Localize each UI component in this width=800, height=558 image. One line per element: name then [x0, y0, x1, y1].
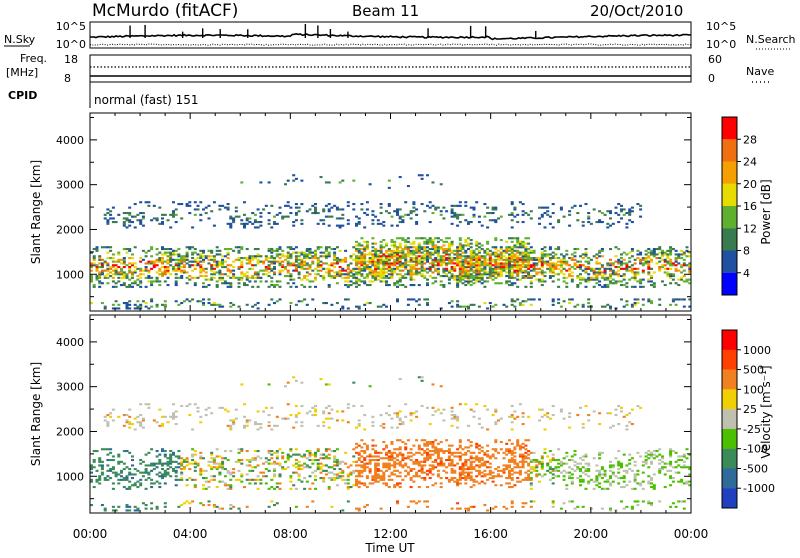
y-tick-label: 4000 — [56, 134, 84, 147]
velocity-colorbar-label: Velocity [m s⁻¹] — [759, 365, 773, 458]
power-scatter-cells — [90, 174, 691, 309]
y-tick-label: 1000 — [56, 268, 84, 281]
power-colorbar-tick: 12 — [743, 222, 757, 235]
y-tick-label: 2000 — [56, 223, 84, 236]
y-tick-label: 3000 — [56, 381, 84, 394]
nsearch-line — [90, 44, 691, 45]
x-tick-label: 08:00 — [273, 527, 308, 541]
x-axis-label: Time UT — [364, 541, 415, 554]
velocity-colorbar-tick: 1000 — [743, 344, 771, 357]
nsky-panel — [90, 22, 691, 48]
velocity-ylabel: Slant Range [km] — [29, 362, 43, 466]
nsearch-tick-top: 10^5 — [706, 20, 736, 33]
freq-tick-bottom: 8 — [64, 72, 71, 85]
power-ylabel: Slant Range [km] — [29, 160, 43, 264]
freq-tick-top: 18 — [64, 53, 78, 66]
freq-unit: [MHz] — [6, 66, 38, 79]
nave-tick-top: 60 — [708, 53, 722, 66]
x-tick-label: 16:00 — [473, 527, 508, 541]
nsky-line — [90, 34, 691, 40]
cpid-label: CPID — [8, 89, 37, 102]
velocity-colorbar-tick: -1000 — [743, 482, 775, 495]
y-tick-label: 2000 — [56, 425, 84, 438]
nsearch-label: N.Search — [746, 33, 796, 46]
power-panel: 1000 2000 3000 4000 — [56, 113, 691, 311]
power-colorbar-tick: 24 — [743, 156, 757, 169]
x-tick-label: 04:00 — [173, 527, 208, 541]
velocity-scatter-cells — [90, 376, 691, 511]
power-colorbar-tick: 8 — [743, 245, 750, 258]
freq-label: Freq. — [20, 52, 47, 65]
cpid-value: normal (fast) 151 — [94, 93, 198, 107]
x-tick-label: 00:00 — [73, 527, 108, 541]
x-tick-label: 00:00 — [674, 527, 709, 541]
power-colorbar-tick: 16 — [743, 200, 757, 213]
nsky-tick-top: 10^5 — [56, 20, 86, 33]
x-tick-label: 20:00 — [574, 527, 609, 541]
nsearch-tick-bottom: 10^0 — [706, 38, 736, 51]
power-colorbar-label: Power [dB] — [759, 179, 773, 244]
power-colorbar-tick: 20 — [743, 178, 757, 191]
velocity-colorbar-tick: 25 — [743, 403, 757, 416]
date-title: 20/Oct/2010 — [590, 2, 683, 20]
y-tick-label: 1000 — [56, 470, 84, 483]
nave-tick-bottom: 0 — [708, 72, 715, 85]
x-tick-label: 12:00 — [373, 527, 408, 541]
beam-title: Beam 11 — [352, 2, 419, 20]
nave-label: Nave — [746, 65, 774, 78]
power-colorbar-tick: 28 — [743, 133, 757, 146]
velocity-colorbar-tick: -500 — [743, 462, 768, 475]
y-tick-label: 4000 — [56, 336, 84, 349]
freq-panel — [90, 55, 691, 82]
y-tick-label: 3000 — [56, 179, 84, 192]
power-colorbar: 4 8 12 16 20 24 28 — [722, 117, 757, 295]
nsky-label: N.Sky — [4, 33, 36, 46]
station-title: McMurdo (fitACF) — [92, 1, 238, 21]
nsky-tick-bottom: 10^0 — [56, 38, 86, 51]
power-colorbar-tick: 4 — [743, 267, 750, 280]
velocity-panel: 1000 2000 3000 4000 — [56, 315, 691, 513]
